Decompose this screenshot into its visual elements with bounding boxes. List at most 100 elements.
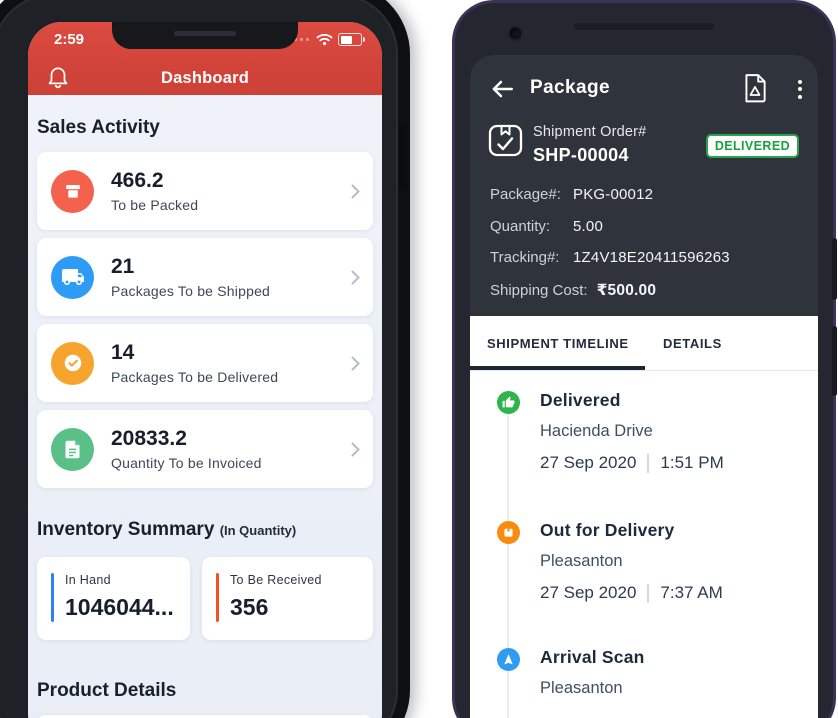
sales-activity-heading: Sales Activity bbox=[37, 117, 160, 138]
product-details-heading: Product Details bbox=[37, 680, 177, 701]
card-value: 20833.2 bbox=[111, 427, 187, 451]
right-phone-power-button bbox=[832, 238, 837, 300]
status-icons bbox=[287, 33, 365, 46]
chevron-right-icon bbox=[351, 356, 360, 370]
tab-bar: SHIPMENT TIMELINE DETAILS bbox=[470, 316, 818, 371]
status-time: 2:59 bbox=[54, 31, 85, 48]
earpiece-speaker bbox=[174, 31, 236, 36]
notch bbox=[112, 22, 298, 49]
status-badge: DELIVERED bbox=[705, 134, 799, 158]
timeline-location: Pleasanton bbox=[540, 552, 623, 570]
shipment-package-icon bbox=[488, 124, 523, 157]
date-time-divider bbox=[647, 583, 650, 603]
left-phone-screen: 2:59 Dashboard Sales Activit bbox=[28, 22, 382, 718]
shipment-order-number: SHP-00004 bbox=[533, 145, 629, 165]
timeline-entry-arrival-scan: Arrival Scan Pleasanton bbox=[470, 647, 818, 698]
detail-row-quantity: Quantity: 5.00 bbox=[490, 218, 603, 235]
timeline-time: 7:37 AM bbox=[660, 583, 723, 602]
pdf-export-icon[interactable] bbox=[742, 73, 768, 103]
card-to-be-received[interactable]: To Be Received 356 bbox=[202, 557, 373, 640]
timeline-title: Delivered bbox=[540, 390, 621, 410]
card-to-be-shipped[interactable]: 21 Packages To be Shipped bbox=[37, 238, 373, 316]
active-tab-indicator bbox=[470, 366, 645, 370]
wifi-icon bbox=[316, 33, 333, 46]
timeline-connector-line bbox=[507, 406, 509, 718]
tab-details[interactable]: DETAILS bbox=[663, 336, 722, 351]
card-value: 466.2 bbox=[111, 169, 164, 193]
back-arrow-icon[interactable] bbox=[489, 76, 515, 102]
timeline-entry-out-for-delivery: Out for Delivery Pleasanton 27 Sep 2020 … bbox=[470, 520, 818, 603]
card-label: Packages To be Shipped bbox=[111, 282, 271, 299]
timeline-date: 27 Sep 2020 bbox=[540, 583, 637, 602]
overflow-menu-icon[interactable] bbox=[794, 76, 806, 102]
inventory-value: 1046044... bbox=[65, 594, 174, 620]
detail-label: Shipping Cost: bbox=[490, 282, 588, 299]
page-title: Package bbox=[530, 77, 610, 98]
invoice-icon bbox=[51, 427, 94, 471]
card-in-hand[interactable]: In Hand 1046044... bbox=[37, 557, 190, 640]
right-phone-frame: Package Shipment Order# SHP-00004 DELIVE… bbox=[452, 0, 837, 718]
inventory-value: 356 bbox=[230, 594, 269, 620]
navigation-icon bbox=[497, 648, 520, 671]
battery-icon bbox=[338, 33, 365, 46]
detail-value: 5.00 bbox=[573, 218, 603, 235]
timeline-title: Arrival Scan bbox=[540, 647, 645, 667]
timeline-location: Pleasanton bbox=[540, 679, 623, 697]
card-to-be-invoiced[interactable]: 20833.2 Quantity To be Invoiced bbox=[37, 410, 373, 488]
timeline-time: 1:51 PM bbox=[660, 453, 724, 472]
package-icon bbox=[51, 169, 94, 213]
front-camera bbox=[510, 28, 521, 39]
timeline-datetime: 27 Sep 2020 1:51 PM bbox=[540, 453, 818, 473]
card-to-be-packed[interactable]: 466.2 To be Packed bbox=[37, 152, 373, 230]
detail-row-shipping-cost: Shipping Cost: ₹500.00 bbox=[490, 281, 656, 300]
detail-value: 1Z4V18E20411596263 bbox=[573, 249, 730, 266]
thumbs-up-icon bbox=[497, 391, 520, 414]
inventory-label: In Hand bbox=[65, 573, 111, 587]
detail-label: Package#: bbox=[490, 186, 561, 203]
page-title: Dashboard bbox=[161, 69, 249, 87]
detail-label: Quantity: bbox=[490, 218, 551, 235]
shipment-order-label: Shipment Order# bbox=[533, 124, 647, 140]
right-phone-volume-button bbox=[832, 326, 837, 396]
detail-row-package: Package#: PKG-00012 bbox=[490, 186, 653, 203]
detail-row-tracking: Tracking#: 1Z4V18E20411596263 bbox=[490, 249, 730, 266]
right-phone-screen: Package Shipment Order# SHP-00004 DELIVE… bbox=[470, 55, 818, 718]
inventory-cards-row: In Hand 1046044... To Be Received 356 bbox=[37, 557, 373, 640]
date-time-divider bbox=[647, 453, 650, 473]
shipment-timeline: Delivered Hacienda Drive 27 Sep 2020 1:5… bbox=[470, 370, 818, 718]
chevron-right-icon bbox=[351, 184, 360, 198]
card-label: To be Packed bbox=[111, 196, 199, 213]
timeline-title: Out for Delivery bbox=[540, 520, 675, 540]
card-to-be-delivered[interactable]: 14 Packages To be Delivered bbox=[37, 324, 373, 402]
truck-icon bbox=[51, 255, 94, 299]
left-phone-frame: 2:59 Dashboard Sales Activit bbox=[0, 0, 410, 718]
timeline-date: 27 Sep 2020 bbox=[540, 453, 637, 472]
detail-value: PKG-00012 bbox=[573, 186, 654, 203]
dashboard-content: Sales Activity 466.2 To be Packed bbox=[28, 95, 382, 718]
timeline-location: Hacienda Drive bbox=[540, 422, 653, 440]
tabs-panel: SHIPMENT TIMELINE DETAILS Delivered Haci bbox=[470, 316, 818, 718]
inventory-summary-note: (In Quantity) bbox=[219, 523, 297, 538]
inventory-summary-heading: Inventory Summary (In Quantity) bbox=[37, 519, 297, 540]
chevron-right-icon bbox=[351, 442, 360, 456]
detail-label: Tracking#: bbox=[490, 249, 560, 266]
card-value: 14 bbox=[111, 341, 135, 365]
tab-shipment-timeline[interactable]: SHIPMENT TIMELINE bbox=[487, 336, 629, 351]
accent-bar bbox=[216, 573, 219, 622]
inventory-label: To Be Received bbox=[230, 573, 322, 587]
timeline-datetime: 27 Sep 2020 7:37 AM bbox=[540, 583, 818, 603]
timeline-entry-delivered: Delivered Hacienda Drive 27 Sep 2020 1:5… bbox=[470, 390, 818, 473]
product-details-card[interactable] bbox=[37, 715, 373, 718]
left-phone-power-button bbox=[399, 124, 407, 190]
detail-value: ₹500.00 bbox=[596, 282, 657, 299]
card-value: 21 bbox=[111, 255, 135, 279]
accent-bar bbox=[51, 573, 54, 622]
notifications-bell-icon[interactable] bbox=[45, 63, 71, 89]
package-icon bbox=[497, 521, 520, 544]
chevron-right-icon bbox=[351, 270, 360, 284]
card-label: Packages To be Delivered bbox=[111, 368, 279, 385]
card-label: Quantity To be Invoiced bbox=[111, 454, 262, 471]
check-badge-icon bbox=[51, 341, 94, 385]
earpiece-speaker bbox=[574, 23, 714, 30]
